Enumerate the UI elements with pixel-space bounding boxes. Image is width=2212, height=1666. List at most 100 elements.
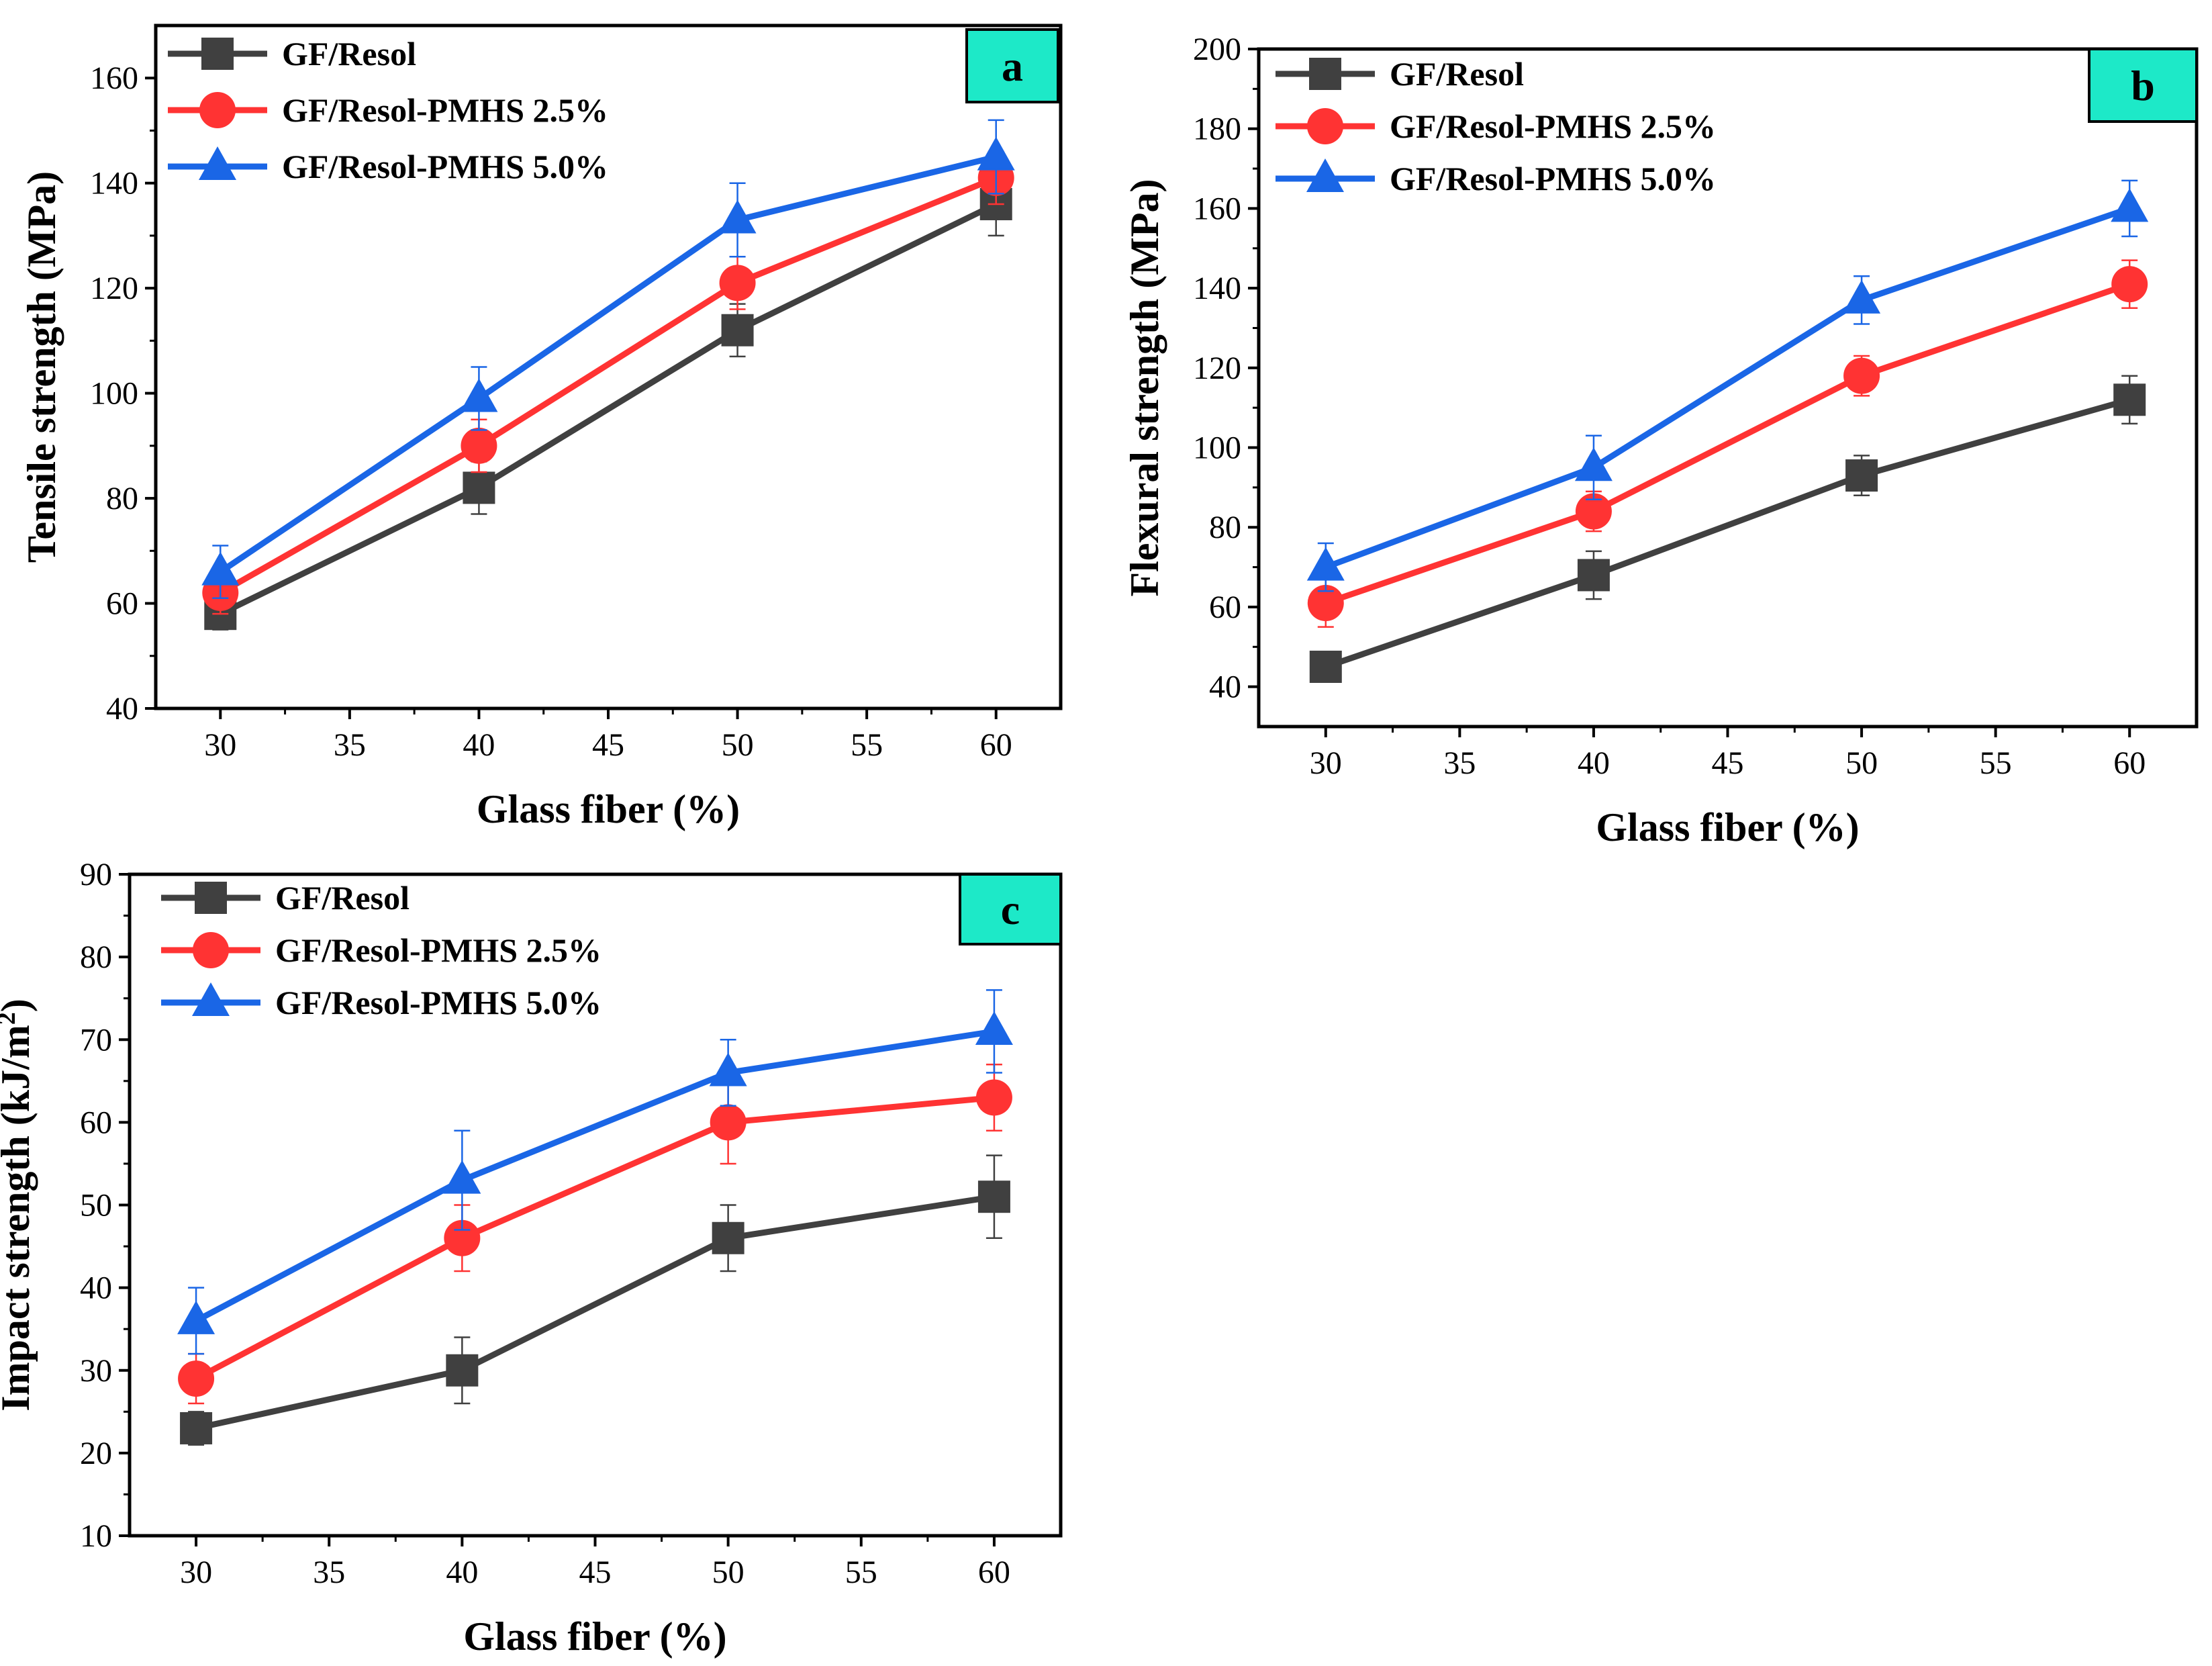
legend: GF/Resol GF/Resol-PMHS 2.5% GF/Resol-PMHS … [168, 35, 608, 185]
legend-marker [1307, 108, 1343, 144]
x-tick-label: 60 [2113, 745, 2146, 781]
data-point [1309, 650, 1342, 683]
y-tick-label: 60 [1209, 590, 1241, 625]
legend-label: GF/Resol-PMHS 2.5% [282, 91, 608, 129]
data-point [2113, 383, 2146, 416]
data-point [1577, 559, 1610, 592]
data-point [201, 551, 240, 586]
panel-badge [2088, 48, 2198, 123]
y-tick-label: 160 [1193, 191, 1241, 226]
series-1 [180, 1154, 1010, 1446]
panel-badge-label: a [1002, 42, 1023, 90]
panel-badge-label: b [2131, 62, 2155, 109]
data-point [975, 1011, 1013, 1045]
series-line [1325, 281, 2131, 606]
data-point [461, 427, 497, 464]
plot-frame [128, 872, 1063, 1538]
data-point [178, 1360, 215, 1397]
chart-panel-b: 30 35 40 45 50 55 60 40 60 80 100 120 140 160 180 200 Gl… [1122, 32, 2199, 849]
y-tick-label: 140 [1193, 271, 1241, 306]
data-point [1306, 547, 1345, 581]
legend-label: GF/Resol-PMHS 5.0% [1390, 160, 1716, 197]
data-point [710, 1104, 747, 1141]
data-point [1845, 459, 1878, 492]
x-tick-label: 60 [980, 727, 1012, 763]
panel-badge [965, 28, 1059, 103]
legend-marker [192, 982, 230, 1016]
x-tick-label: 45 [592, 727, 624, 763]
chart-panel-c: 30 35 40 45 50 55 60 10 20 30 40 50 60 70 80 90 Glass fi… [0, 857, 1063, 1659]
panel-badge [959, 873, 1062, 945]
x-tick-label: 40 [463, 727, 495, 763]
data-point [977, 1181, 1010, 1213]
series-2 [202, 150, 1014, 615]
y-tick-label: 200 [1193, 32, 1241, 67]
x-tick-label: 30 [1310, 745, 1342, 781]
y-tick-label: 30 [80, 1353, 112, 1389]
data-point [2111, 266, 2148, 303]
data-point [1575, 493, 1612, 530]
series-line [1325, 205, 2131, 570]
series-2 [1307, 259, 2148, 628]
legend-marker [199, 146, 236, 180]
data-point [1843, 279, 1881, 314]
legend-marker [193, 932, 229, 968]
data-point [719, 265, 756, 302]
y-tick-label: 20 [80, 1436, 112, 1471]
series-3 [201, 119, 1015, 599]
legend-label: GF/Resol-PMHS 2.5% [1390, 107, 1716, 145]
y-tick-label: 40 [106, 691, 138, 727]
x-tick-label: 45 [1712, 745, 1744, 781]
series-3 [1306, 179, 2149, 592]
y-tick-label: 40 [80, 1270, 112, 1306]
series-line [219, 201, 998, 617]
legend-label: GF/Resol [282, 35, 416, 73]
legend: GF/Resol GF/Resol-PMHS 2.5% GF/Resol-PMHS … [161, 879, 602, 1021]
x-tick-label: 35 [334, 727, 366, 763]
data-point [443, 1160, 481, 1194]
data-point [975, 1079, 1012, 1116]
x-tick-label: 55 [1980, 745, 2012, 781]
legend-marker [199, 92, 236, 128]
series-1 [204, 171, 1012, 631]
x-tick-label: 60 [978, 1555, 1010, 1590]
x-tick-label: 55 [851, 727, 883, 763]
legend-label: GF/Resol [1390, 55, 1524, 93]
x-tick-label: 50 [712, 1555, 744, 1590]
series-1 [1309, 375, 2146, 683]
y-tick-label: 180 [1193, 111, 1241, 147]
y-tick-label: 140 [90, 166, 138, 201]
x-tick-label: 55 [845, 1555, 877, 1590]
y-tick-label: 60 [106, 586, 138, 622]
data-point [444, 1219, 481, 1256]
x-tick-label: 30 [180, 1555, 212, 1590]
y-tick-label: 10 [80, 1518, 112, 1554]
data-point [1307, 585, 1344, 622]
y-tick-label: 90 [80, 857, 112, 892]
y-tick-label: 120 [90, 271, 138, 306]
y-axis-title: Impact strength (kJ/m2) [0, 999, 38, 1412]
series-2 [178, 1063, 1012, 1405]
legend-label: GF/Resol [275, 879, 410, 917]
legend-marker [201, 38, 234, 70]
data-point [1574, 447, 1613, 481]
series-line [195, 1193, 995, 1432]
y-axis-title: Tensile strength (MPa) [19, 171, 64, 563]
data-point [177, 1300, 215, 1334]
series-line [194, 1094, 995, 1382]
x-tick-label: 35 [1443, 745, 1476, 781]
legend-label: GF/Resol-PMHS 2.5% [275, 931, 602, 969]
x-tick-label: 50 [722, 727, 754, 763]
y-tick-label: 120 [1193, 351, 1241, 386]
y-axis-title-superscript: 2 [0, 1012, 21, 1025]
data-point [1843, 357, 1880, 394]
data-point [463, 471, 495, 504]
legend-marker [195, 882, 227, 914]
x-tick-label: 50 [1845, 745, 1878, 781]
y-tick-label: 80 [80, 939, 112, 975]
y-tick-label: 40 [1209, 669, 1241, 705]
y-tick-label: 80 [1209, 510, 1241, 545]
data-point [721, 314, 754, 346]
x-tick-label: 40 [1578, 745, 1610, 781]
